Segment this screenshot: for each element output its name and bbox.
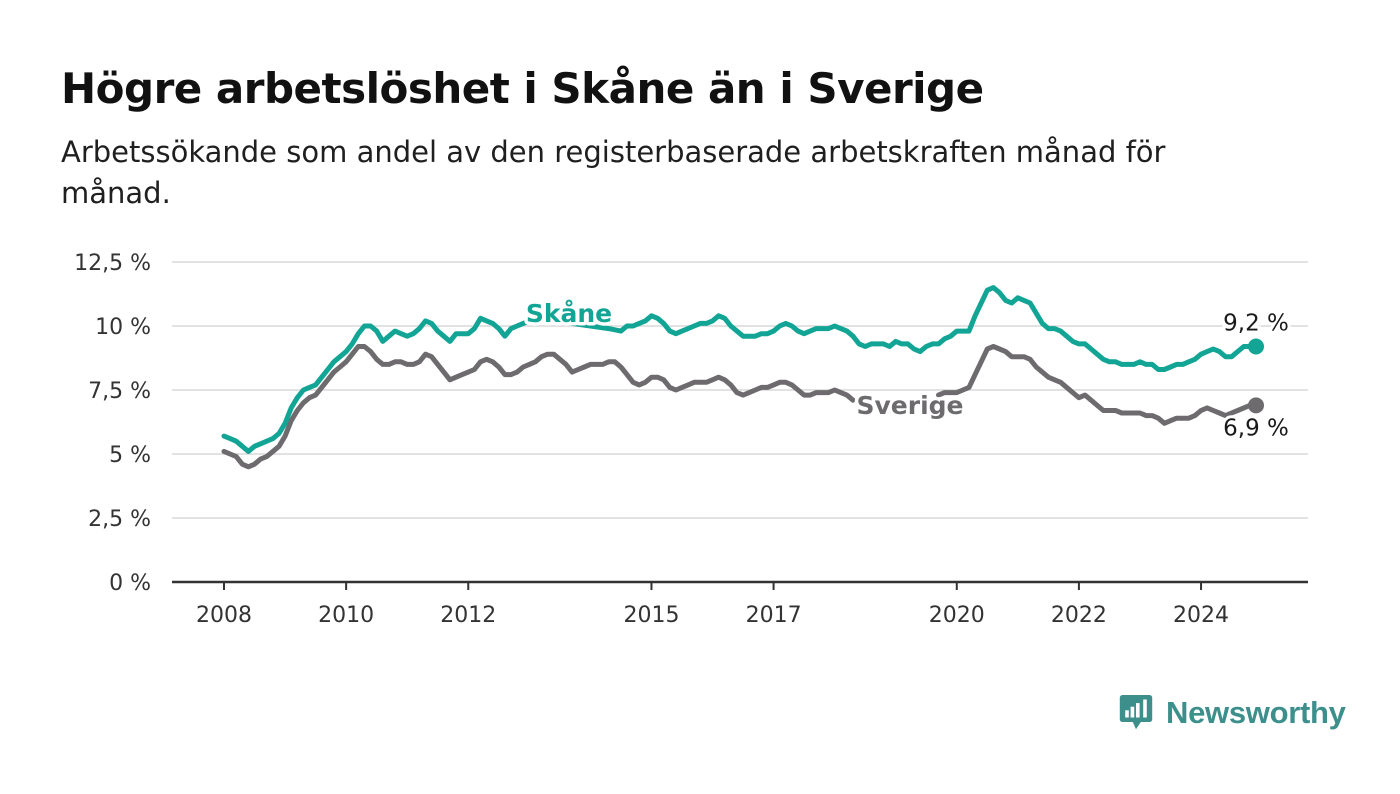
- y-tick-label: 10 %: [95, 315, 151, 340]
- end-point-sverige: [1248, 397, 1264, 414]
- y-tick-label: 5 %: [109, 443, 151, 468]
- x-tick-label: 2015: [623, 603, 679, 628]
- x-tick-label: 2008: [196, 603, 252, 628]
- series-label-sverige: Sverige: [856, 391, 963, 420]
- newsworthy-chart-bubble-icon: [1119, 695, 1153, 730]
- x-tick-label: 2017: [746, 603, 802, 628]
- x-tick-label: 2022: [1051, 603, 1107, 628]
- y-tick-label: 0 %: [109, 571, 151, 596]
- x-tick-label: 2020: [929, 603, 985, 628]
- y-axis-tick-labels: 0 % 2,5 % 5 % 7,5 % 10 % 12,5 %: [74, 251, 151, 596]
- x-tick-label: 2012: [440, 603, 496, 628]
- y-tick-label: 7,5 %: [88, 379, 151, 404]
- x-tick-label: 2010: [318, 603, 374, 628]
- x-tick-label: 2024: [1173, 603, 1229, 628]
- end-value-label-sverige: 6,9 %: [1223, 415, 1289, 441]
- y-tick-label: 2,5 %: [88, 507, 151, 532]
- series-lines: [221, 285, 1264, 470]
- newsworthy-brand[interactable]: Newsworthy: [1118, 690, 1346, 736]
- end-value-label-skane: 9,2 %: [1223, 310, 1289, 336]
- series-label-skane: Skåne: [526, 299, 612, 328]
- chart-title: Högre arbetslöshet i Skåne än i Sverige: [61, 64, 984, 113]
- brand-name: Newsworthy: [1166, 695, 1346, 730]
- gridlines: [172, 261, 1308, 519]
- chart-subtitle: Arbetssökande som andel av den registerb…: [61, 135, 1166, 210]
- end-point-skane: [1248, 338, 1264, 355]
- series-line-skane: [221, 285, 1259, 454]
- series-line-sverige: [221, 344, 1259, 470]
- x-axis: 2008 2010 2012 2015 2017 2020 2022 2024: [172, 580, 1308, 628]
- series-labels: Skåne Sverige 9,2 % 6,9 %: [522, 296, 1292, 445]
- y-tick-label: 12,5 %: [74, 251, 151, 276]
